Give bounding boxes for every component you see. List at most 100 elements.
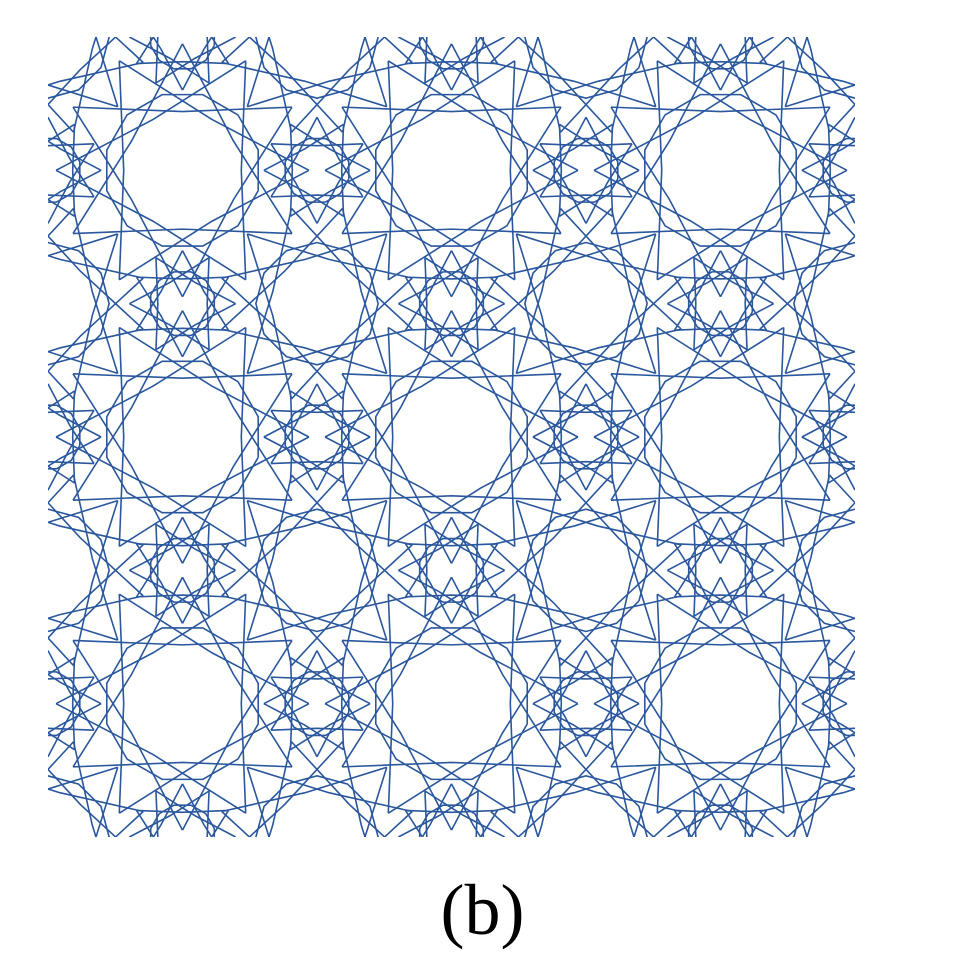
vedge-node-0-2-strap — [558, 124, 563, 217]
vedge-node-0-2-strap — [559, 169, 640, 217]
corner-star-2-1-strap — [221, 595, 387, 641]
hedge-node-0-1-strap — [421, 37, 453, 91]
star-2-1-strap — [387, 702, 579, 814]
star-0-1-strap — [341, 106, 562, 113]
vedge-node-0-1-strap — [270, 194, 364, 198]
corner-star-1-0-strap — [48, 328, 144, 353]
corner-star-2-0-strap — [48, 544, 144, 640]
vedge-node-1-0-strap — [48, 436, 102, 468]
hedge-node-1-0-strap — [136, 276, 229, 280]
hedge-node-2-2-strap — [744, 524, 748, 617]
vedge-node-0-0-strap — [48, 116, 95, 198]
star-1-2-strap — [593, 436, 785, 548]
corner-star-0-1-strap — [221, 37, 251, 64]
corner-star-1-0-ring — [48, 241, 110, 366]
hedge-node-2-1-strap — [424, 524, 428, 617]
star-0-2-ring — [643, 93, 798, 247]
vedge-node-1-2-strap — [558, 390, 563, 484]
vedge-node-1-1-strap — [316, 383, 364, 464]
vedge-node-0-1-strap — [290, 169, 371, 217]
star-2-0-strap — [72, 761, 293, 768]
corner-star-0-2-strap — [515, 37, 539, 107]
hedge-node-1-1-strap — [450, 250, 499, 331]
vedge-node-2-3-strap — [808, 676, 855, 758]
figure-caption: (b) — [440, 870, 525, 950]
vedge-node-0-0-strap — [48, 194, 95, 198]
star-0-0-strap — [118, 169, 310, 281]
star-1-1-strap — [450, 373, 562, 564]
hedge-node-1-0-strap — [135, 250, 184, 331]
star-0-1-ring — [374, 93, 529, 247]
star-0-2-strap — [610, 106, 722, 298]
hedge-node-1-0-ring — [149, 271, 216, 337]
hedge-node-2-0-strap — [181, 516, 230, 598]
hedge-node-0-0-strap — [210, 37, 230, 64]
corner-star-1-3-strap — [784, 208, 831, 374]
star-1-2-strap — [778, 327, 785, 547]
vedge-node-0-2-strap — [585, 143, 633, 224]
corner-star-1-3-strap — [828, 370, 855, 400]
vedge-node-0-0-strap — [48, 143, 95, 224]
hedge-node-3-1-strap — [424, 790, 428, 837]
hedge-node-0-0-ring — [149, 37, 216, 70]
corner-star-1-0-strap — [72, 208, 119, 374]
hedge-node-1-1-strap — [404, 250, 453, 331]
corner-star-0-1-strap — [290, 37, 386, 133]
corner-star-3-1-strap — [290, 741, 386, 837]
vedge-node-2-0-strap — [48, 657, 75, 676]
corner-star-1-3-strap — [759, 328, 855, 353]
corner-star-3-1-strap — [268, 741, 293, 837]
corner-star-2-0-strap — [48, 595, 144, 620]
star-1-2-strap — [610, 372, 831, 380]
vedge-node-0-2-strap — [609, 124, 614, 217]
hedge-node-2-1-strap — [475, 524, 479, 617]
star-0-1-strap — [450, 43, 562, 234]
vedge-node-1-1-strap — [290, 390, 371, 438]
vedge-node-2-3-strap — [801, 673, 855, 705]
hedge-node-2-1-strap — [424, 523, 505, 572]
corner-star-2-2-strap — [515, 500, 562, 666]
star-2-2-strap — [719, 576, 831, 768]
vedge-node-2-0-strap — [48, 702, 102, 734]
vedge-node-1-3-strap — [808, 409, 855, 414]
hedge-node-0-2-strap — [693, 37, 697, 84]
hedge-node-3-2-strap — [674, 809, 767, 814]
corner-star-2-0-strap — [48, 501, 144, 597]
vedge-node-2-3-strap — [808, 727, 855, 732]
vedge-node-1-2-strap — [532, 390, 613, 438]
corner-star-0-1-strap — [248, 37, 344, 133]
hedge-node-2-0-strap — [135, 516, 184, 598]
vedge-node-1-2-strap — [585, 410, 633, 491]
star-2-0-strap — [118, 593, 310, 705]
star-2-1-strap — [509, 594, 516, 814]
hedge-node-3-2-strap — [693, 790, 774, 837]
hedge-node-3-0-strap — [155, 790, 236, 837]
hedge-node-0-1-strap — [475, 37, 479, 84]
corner-star-2-1-strap — [246, 500, 293, 666]
star-2-0-strap — [72, 639, 293, 646]
corner-star-2-0-strap — [72, 500, 119, 666]
corner-star-0-2-strap — [537, 37, 562, 133]
vedge-node-2-2-strap — [539, 727, 633, 732]
star-0-1-strap — [341, 228, 562, 235]
corner-star-0-0-ring — [48, 37, 110, 99]
vedge-node-1-1-strap — [270, 383, 318, 464]
hedge-node-2-2-strap — [674, 542, 767, 547]
star-0-0-strap — [55, 60, 247, 172]
hedge-node-2-1-strap — [398, 569, 479, 617]
star-1-1-strap — [450, 310, 562, 501]
corner-star-2-2-strap — [559, 474, 682, 597]
vedge-node-0-3-strap — [828, 123, 855, 143]
corner-star-0-2-strap — [517, 37, 613, 133]
vedge-node-2-1-strap — [290, 702, 371, 751]
vedge-node-0-3-ring — [822, 137, 855, 203]
hedge-node-0-1-strap — [398, 37, 479, 84]
vedge-node-1-2-strap — [532, 436, 613, 484]
vedge-node-2-1-strap — [316, 650, 364, 731]
vedge-node-0-0-ring — [48, 137, 81, 203]
hedge-node-1-0-strap — [181, 276, 230, 358]
hedge-node-1-2-strap — [673, 276, 722, 358]
corner-star-2-0-strap — [48, 636, 75, 667]
vedge-node-0-3-strap — [828, 198, 855, 217]
vedge-node-2-2-ring — [553, 671, 619, 737]
